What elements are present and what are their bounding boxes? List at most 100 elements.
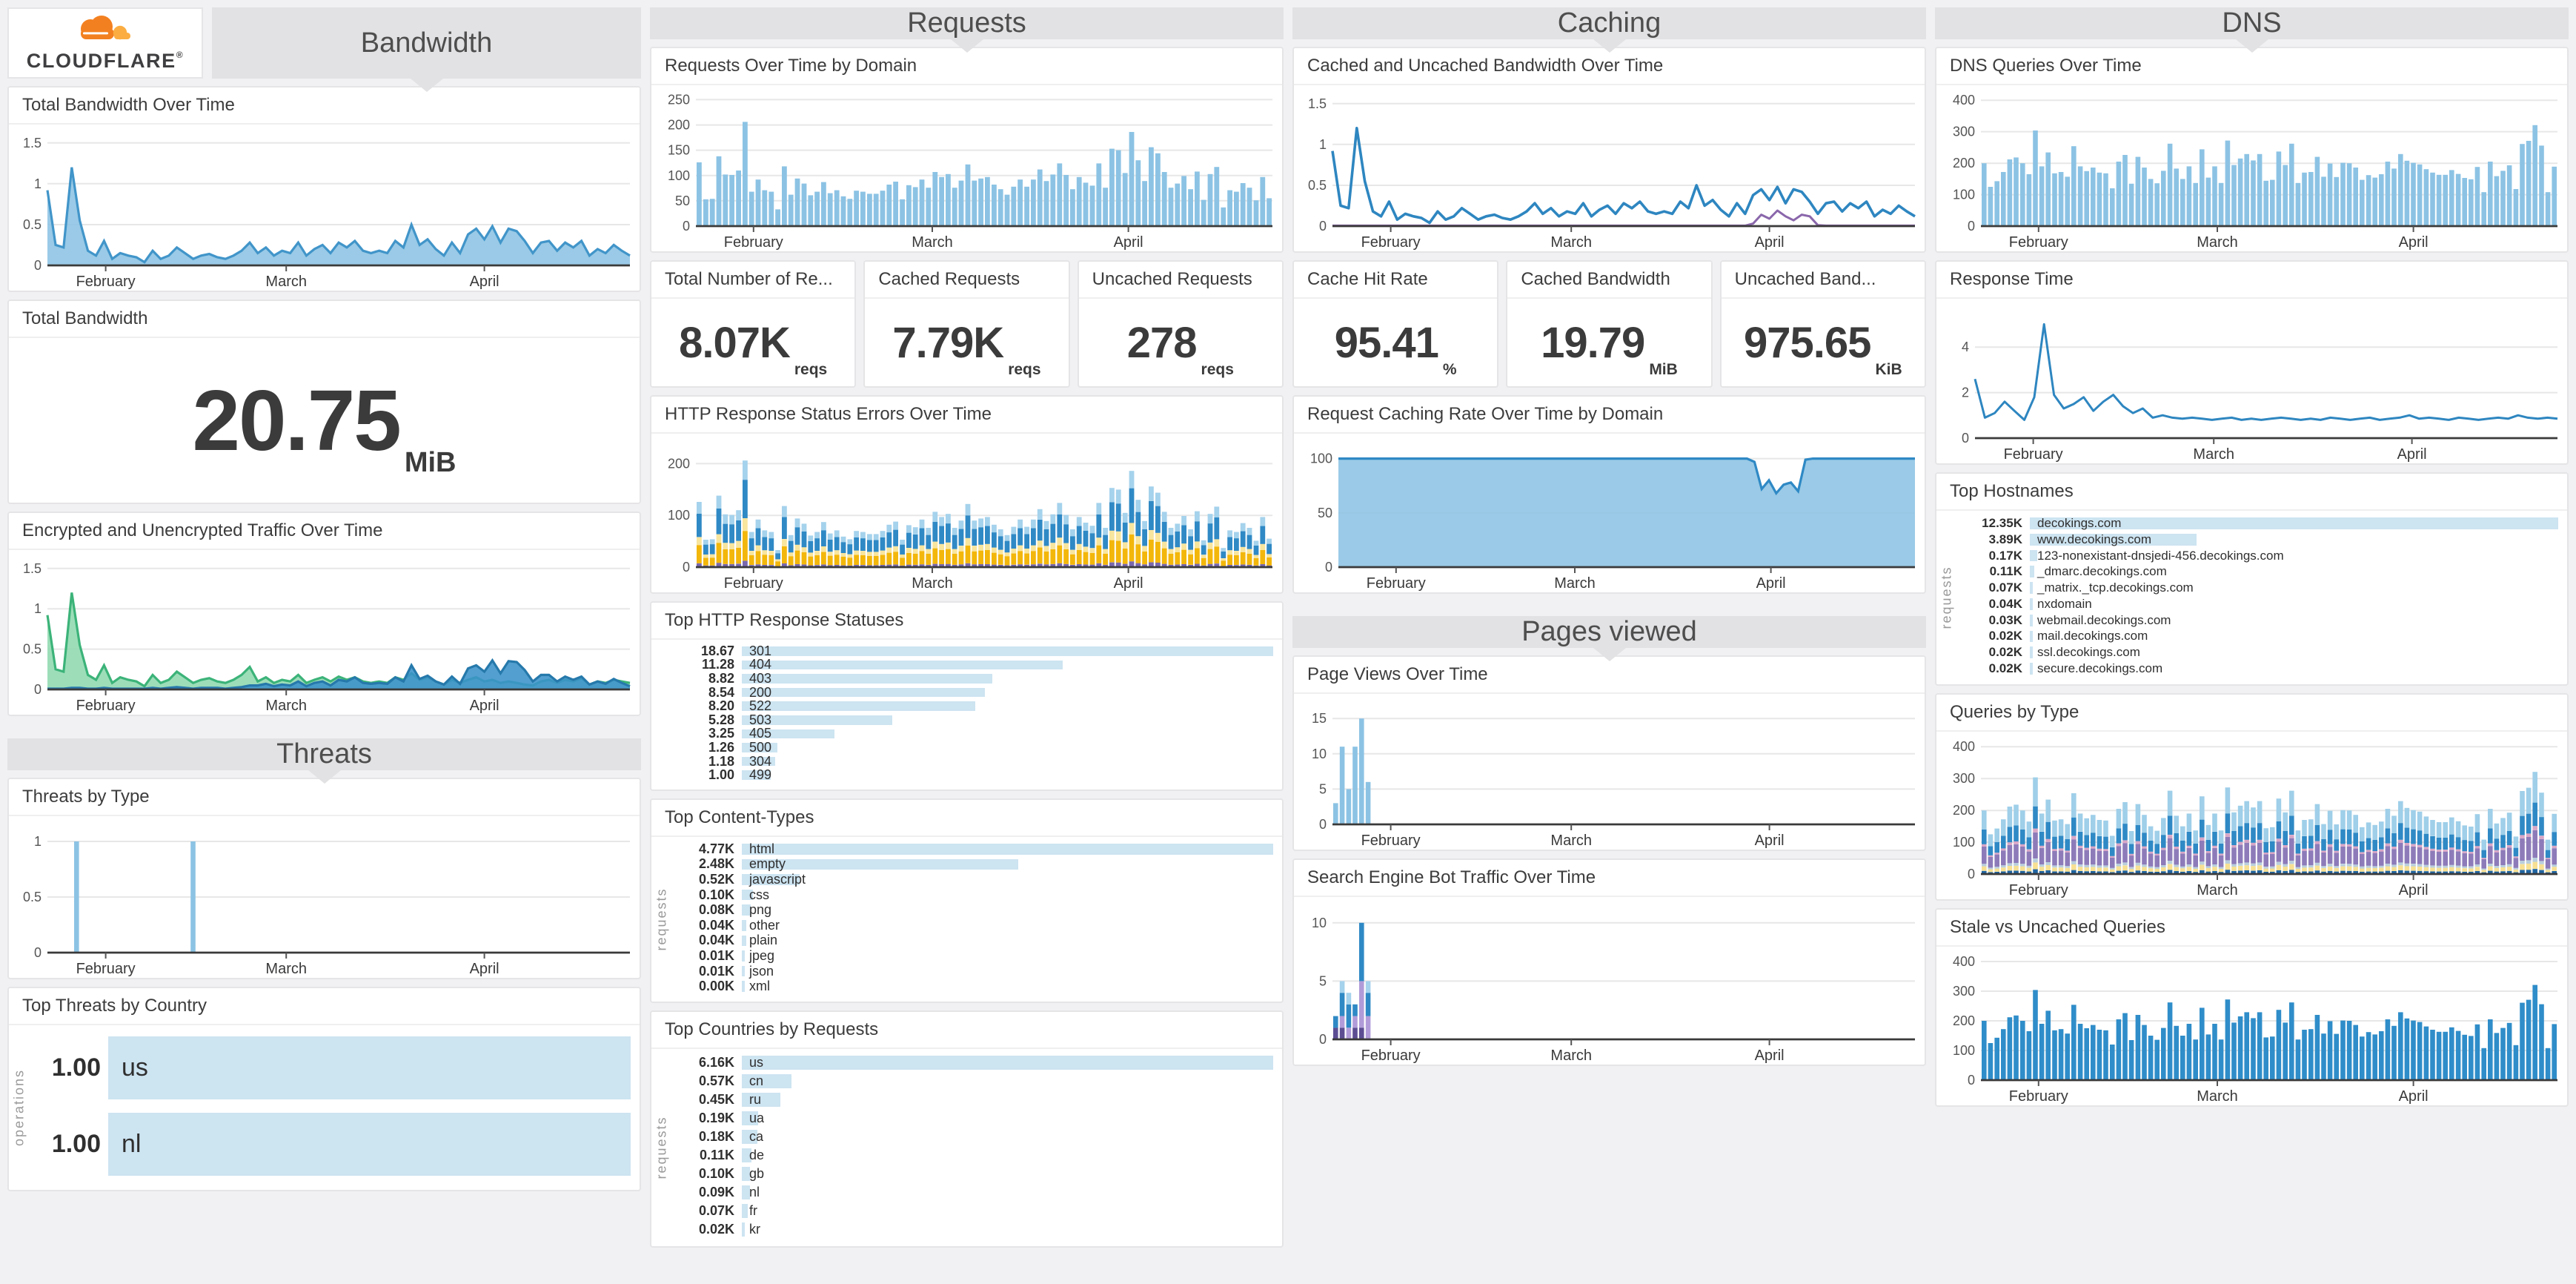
panel-cache-hit-rate-stat: Cache Hit Rate 95.41%: [1292, 260, 1499, 388]
list-item-bar: [742, 981, 745, 992]
chart-cached-uncached-bandwidth[interactable]: 0 0.5 1 1.5 February March April: [1294, 85, 1925, 251]
svg-text:1: 1: [1319, 137, 1327, 152]
stat-value: 95.41%: [1334, 318, 1457, 379]
svg-text:April: April: [2399, 234, 2429, 251]
panel-title: Encrypted and Unencrypted Traffic Over T…: [9, 513, 640, 550]
section-header-caching[interactable]: Caching: [1292, 7, 1926, 52]
list-item-label: plain: [749, 933, 778, 948]
section-header-dns[interactable]: DNS: [1935, 7, 2569, 52]
list-item: 18.67 301: [675, 643, 1273, 658]
list-item-value: 0.02K: [1988, 661, 2022, 676]
list-item-bar: [2030, 549, 2037, 562]
svg-text:300: 300: [1953, 984, 1975, 999]
list-item: 0.02K secure.decokings.com: [1960, 661, 2558, 677]
svg-text:March: March: [2197, 1088, 2238, 1105]
svg-text:February: February: [2009, 882, 2068, 899]
panel-total-bandwidth-stat: Total Bandwidth 20.75 MiB: [7, 300, 641, 504]
list-item-value: 0.02K: [1988, 645, 2022, 660]
chart-request-caching-rate[interactable]: 0 50 100 February March April: [1294, 434, 1925, 592]
chart-total-bandwidth-over-time[interactable]: 0 0.5 1 1.5 February March April: [9, 125, 640, 291]
list-item-value: 11.28: [701, 657, 734, 672]
chart-response-time[interactable]: 0 2 4 February March April: [1936, 299, 2567, 463]
svg-text:0.5: 0.5: [23, 642, 42, 657]
list-item: 0.04K nxdomain: [1960, 596, 2558, 612]
list-item-label: html: [749, 841, 775, 856]
list-item-bar: [742, 935, 747, 947]
svg-text:10: 10: [1312, 916, 1327, 930]
panel-title: Cached Bandwidth: [1507, 262, 1711, 299]
list-item-bar: [742, 770, 771, 780]
panel-title: Cache Hit Rate: [1294, 262, 1498, 299]
svg-text:200: 200: [1953, 803, 1975, 818]
panel-title: Top Countries by Requests: [651, 1012, 1282, 1049]
list-item-label: 404: [749, 657, 772, 672]
panel-title: Page Views Over Time: [1294, 657, 1925, 694]
list-item-label: jpeg: [749, 947, 775, 963]
chart-encrypted-traffic[interactable]: 0 0.5 1 1.5 February March April: [9, 550, 640, 715]
svg-text:April: April: [470, 961, 499, 977]
chart-queries-by-type[interactable]: 0 100 200 300 400 February March April: [1936, 732, 2567, 899]
svg-text:0: 0: [1319, 219, 1327, 234]
svg-text:April: April: [2399, 882, 2429, 899]
list-item-bar: [742, 858, 1018, 870]
list-item-label: us: [122, 1053, 148, 1082]
svg-text:April: April: [1114, 575, 1143, 592]
top-threats-by-country-list: operations 1.00 us 1.00 nl: [9, 1025, 640, 1190]
section-header-bandwidth[interactable]: Bandwidth: [212, 7, 641, 92]
list-item-value: 0.04K: [1988, 596, 2022, 611]
list-item-value: 0.52K: [698, 871, 734, 887]
list-item: 1.26 500: [675, 739, 1273, 755]
list-item-bar: [2030, 663, 2033, 675]
svg-text:0: 0: [1968, 1073, 1975, 1088]
column-dns: DNS DNS Queries Over Time 0 100 200 300 400 F…: [1935, 7, 2569, 1107]
list-item-bar: [742, 1185, 750, 1199]
list-item-label: gb: [749, 1166, 765, 1181]
svg-text:April: April: [2397, 446, 2427, 463]
svg-text:150: 150: [668, 143, 690, 158]
list-item-bar: [742, 756, 776, 767]
chart-bot-traffic[interactable]: 0 5 10 February March April: [1294, 897, 1925, 1065]
chart-stale-queries[interactable]: 0 100 200 300 400 February March April: [1936, 947, 2567, 1105]
panel-title: Queries by Type: [1936, 695, 2567, 732]
panel-title: Requests Over Time by Domain: [651, 48, 1282, 85]
list-item-label: other: [749, 917, 780, 933]
list-item: 0.01K jpeg: [675, 948, 1273, 964]
list-item-value: 1.26: [708, 739, 734, 755]
list-item-label: 301: [749, 643, 772, 658]
panel-request-caching-rate: Request Caching Rate Over Time by Domain…: [1292, 395, 1926, 594]
panel-title: Cached Requests: [865, 262, 1069, 299]
list-item-bar: [2030, 533, 2197, 546]
list-item-value: 0.09K: [698, 1185, 734, 1199]
section-header-requests[interactable]: Requests: [650, 7, 1284, 52]
chart-dns-queries[interactable]: 0 100 200 300 400 February March April: [1936, 85, 2567, 251]
section-header-threats[interactable]: Threats: [7, 738, 641, 783]
list-item-value: 1.00: [708, 767, 734, 783]
list-item-label: www.decokings.com: [2037, 532, 2152, 546]
svg-text:April: April: [1755, 833, 1785, 849]
list-item: 0.07K _matrix._tcp.decokings.com: [1960, 580, 2558, 596]
chart-http-errors[interactable]: 0 100 200 February March April: [651, 434, 1282, 592]
caching-stats-row: Cache Hit Rate 95.41% Cached Bandwidth 1…: [1292, 260, 1926, 388]
list-item-value: 0.00K: [698, 979, 734, 994]
section-header-pages-viewed[interactable]: Pages viewed: [1292, 616, 1926, 661]
list-item-bar: [742, 660, 1063, 670]
list-item-value: 1.00: [51, 1053, 101, 1082]
list-item: 6.16K us: [675, 1053, 1273, 1072]
svg-text:February: February: [1361, 234, 1421, 251]
chart-threats-by-type[interactable]: 0 0.5 1 February March April: [9, 816, 640, 978]
list-item-bar: [742, 889, 754, 901]
svg-text:200: 200: [668, 118, 690, 133]
svg-text:0: 0: [34, 258, 42, 273]
list-item-bar: [2030, 517, 2558, 529]
svg-text:100: 100: [1953, 188, 1975, 202]
chart-page-views[interactable]: 0 5 10 15 February March April: [1294, 694, 1925, 850]
chart-requests-over-time[interactable]: 0 50 100 150 200 250 February March April: [651, 85, 1282, 251]
panel-title: Uncached Requests: [1078, 262, 1282, 299]
list-item-value: 3.25: [708, 726, 734, 741]
list-item: 0.02K kr: [675, 1220, 1273, 1239]
list-item-label: ca: [749, 1129, 764, 1144]
list-item-label: 304: [749, 753, 772, 769]
svg-text:400: 400: [1953, 93, 1975, 107]
list-item-value: 0.07K: [698, 1203, 734, 1218]
panel-stale-queries: Stale vs Uncached Queries 0 100 200 300 400 F…: [1935, 908, 2569, 1107]
